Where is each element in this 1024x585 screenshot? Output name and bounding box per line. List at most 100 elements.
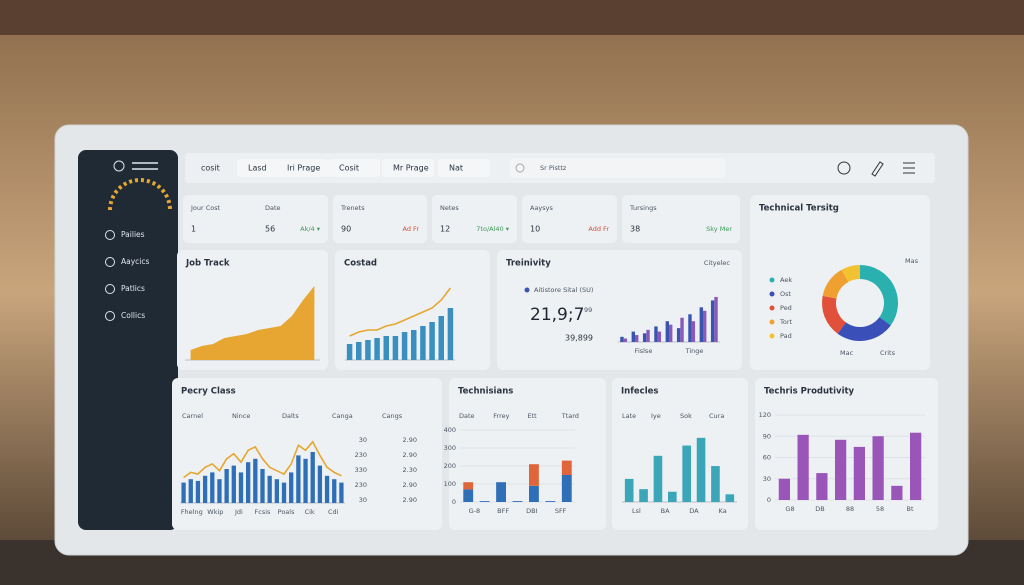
bar [238, 472, 244, 503]
bar [654, 326, 658, 342]
kpi-delta: Ak/4 ▾ [300, 225, 321, 233]
big-value-sup: 99 [584, 306, 592, 314]
kpi-delta: Sky Mer [706, 225, 732, 233]
line [183, 440, 342, 479]
kpi-card [522, 195, 617, 243]
legend-label: Ped [780, 304, 792, 312]
x-tick-label: Fcsis [255, 508, 272, 516]
nav-item[interactable]: Pailies [121, 230, 145, 239]
bar [374, 338, 380, 360]
panel-title: Infecles [621, 387, 658, 397]
y-tick-label: 200 [444, 462, 456, 470]
y-tick-label: 0 [767, 496, 771, 504]
toolbar-button-label[interactable]: Cosit [339, 164, 359, 173]
column-header: Ett [528, 412, 538, 420]
big-value: 21,9;7 [530, 305, 584, 325]
bar [392, 336, 399, 360]
nav-icon [105, 311, 115, 321]
legend-label: Aitistore Sital (SU) [534, 286, 593, 294]
bar [688, 314, 692, 342]
gauge [108, 178, 172, 211]
nav-icon [105, 257, 115, 267]
bar [324, 475, 330, 503]
donut-slice [821, 295, 846, 334]
donut-slice [837, 317, 891, 342]
bar [816, 473, 828, 500]
toolbar-button[interactable] [438, 159, 490, 177]
kpi-label: Tursings [629, 204, 657, 212]
bar [699, 307, 703, 342]
bar [289, 472, 294, 503]
column-header: Iye [651, 412, 661, 420]
search-box[interactable] [510, 158, 725, 178]
sub-value: 39,899 [565, 334, 593, 343]
nav-icon [105, 230, 115, 240]
bar [657, 331, 662, 342]
kpi-card [333, 195, 427, 243]
panel-title: Technical Tersitg [759, 204, 839, 214]
legend-label: Aek [780, 276, 792, 284]
bar [872, 436, 884, 500]
column-header: Cangs [382, 412, 403, 420]
table-cell: 2.90 [403, 436, 417, 444]
bar [669, 324, 673, 342]
panel-title: Techris Produtivity [764, 387, 855, 397]
nav-icon [105, 284, 115, 294]
kpi-value: 56 [265, 225, 275, 234]
bar [420, 326, 426, 360]
bar [703, 310, 707, 342]
column-header: Canga [332, 412, 353, 420]
bar [429, 322, 435, 360]
search-placeholder[interactable]: Sr Pisttz [540, 164, 567, 172]
toolbar-button-label[interactable]: Lasd [248, 164, 267, 173]
bar [910, 432, 922, 500]
column-header: Late [622, 412, 636, 420]
legend-swatch [769, 277, 775, 283]
bar [267, 475, 272, 503]
globe-icon[interactable] [837, 161, 851, 175]
bar [561, 460, 572, 475]
legend-label: Ost [780, 290, 792, 298]
bar [202, 475, 208, 503]
toolbar-button-label[interactable]: Iri Prage [287, 164, 320, 173]
nav-item[interactable]: Patlics [121, 284, 145, 293]
bar [691, 321, 696, 342]
bar [210, 472, 215, 503]
line [349, 287, 452, 337]
bar [639, 489, 648, 502]
nav-item[interactable]: Aaycics [121, 257, 149, 266]
dropdown[interactable]: cosit [201, 164, 220, 173]
bar [281, 482, 287, 503]
bar [646, 329, 650, 342]
toolbar-button-label[interactable]: Mr Prage [393, 164, 429, 173]
x-tick-label: Jdi [234, 508, 243, 516]
x-tick-label: Wkip [207, 508, 223, 516]
edit-icon[interactable] [871, 161, 884, 177]
nav-item[interactable]: Collics [121, 311, 145, 320]
y-tick-label: 90 [763, 432, 771, 440]
x-tick-label: BA [661, 507, 670, 515]
kpi-card [183, 195, 328, 243]
bar [853, 446, 865, 500]
bar [224, 469, 229, 503]
x-tick-label: BFF [497, 507, 509, 515]
table-cell: 2.30 [403, 466, 417, 474]
toolbar-button[interactable] [382, 159, 434, 177]
y-tick-label: 120 [759, 411, 771, 419]
bar [181, 482, 186, 503]
toolbar-button[interactable] [276, 159, 328, 177]
bar [561, 475, 572, 502]
kpi-label: Jour Cost [190, 204, 221, 212]
table-cell: 230 [355, 451, 367, 459]
column-header: Ttard [561, 412, 579, 420]
toolbar-button-label[interactable]: Nat [449, 164, 463, 173]
bar [317, 465, 323, 503]
x-tick-label: 58 [876, 505, 884, 513]
menu-icon[interactable] [903, 162, 915, 174]
panel-title: Costad [344, 259, 377, 269]
y-tick-label: 0 [452, 498, 456, 506]
y-tick-label: 400 [444, 426, 456, 434]
kpi-delta: Ad Fr [403, 225, 420, 233]
bar [711, 466, 720, 502]
toolbar-button[interactable] [328, 159, 380, 177]
